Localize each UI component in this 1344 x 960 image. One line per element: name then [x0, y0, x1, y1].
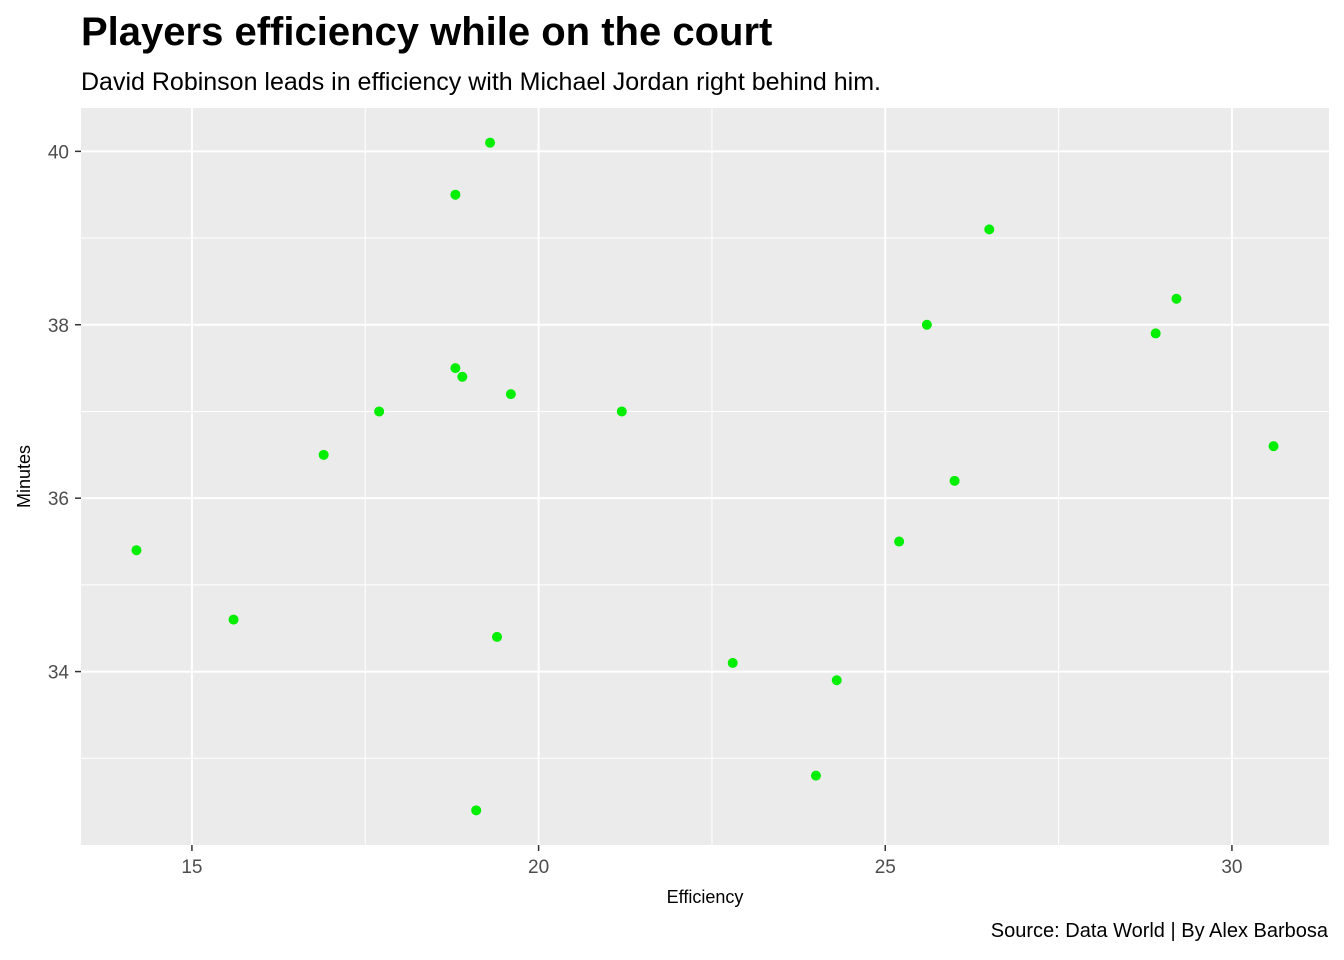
data-point: [727, 657, 738, 668]
data-point: [616, 406, 627, 417]
x-axis-title: Efficiency: [667, 887, 744, 907]
data-point: [831, 675, 842, 686]
x-tick-label: 15: [181, 857, 202, 878]
major-gridlines: [81, 108, 1329, 845]
y-tick-label: 34: [48, 663, 70, 684]
data-point: [471, 805, 482, 816]
data-point: [492, 631, 502, 642]
axis-ticks: [75, 150, 1233, 851]
data-point: [1171, 293, 1182, 304]
chart-caption: Source: Data World | By Alex Barbosa: [990, 920, 1328, 942]
data-points: [131, 137, 1279, 816]
data-point: [1150, 328, 1161, 339]
x-tick-label: 20: [528, 857, 549, 878]
y-axis-title: Minutes: [14, 445, 34, 508]
data-point: [921, 319, 932, 330]
data-point: [1268, 441, 1279, 452]
data-point: [318, 449, 329, 460]
x-axis-tick-labels: 15 20 25 30: [181, 857, 1242, 878]
plot-panel: [81, 108, 1329, 845]
data-point: [984, 224, 995, 235]
y-tick-label: 40: [48, 142, 69, 163]
data-point: [450, 189, 461, 200]
data-point: [450, 363, 461, 374]
data-point: [374, 406, 385, 417]
data-point: [485, 137, 496, 148]
chart-title: Players efficiency while on the court: [81, 10, 773, 54]
y-tick-label: 36: [48, 489, 69, 510]
data-point: [228, 614, 239, 625]
data-point: [457, 371, 468, 382]
data-point: [131, 545, 142, 556]
x-tick-label: 30: [1221, 857, 1242, 878]
chart-subtitle: David Robinson leads in efficiency with …: [81, 68, 881, 96]
y-axis-tick-labels: 34 36 38 40: [48, 142, 70, 683]
y-tick-label: 38: [48, 316, 69, 337]
data-point: [949, 475, 960, 486]
minor-gridlines: [81, 108, 1329, 845]
data-point: [894, 536, 905, 547]
x-tick-label: 25: [875, 857, 896, 878]
data-point: [505, 389, 516, 400]
data-point: [810, 770, 821, 781]
